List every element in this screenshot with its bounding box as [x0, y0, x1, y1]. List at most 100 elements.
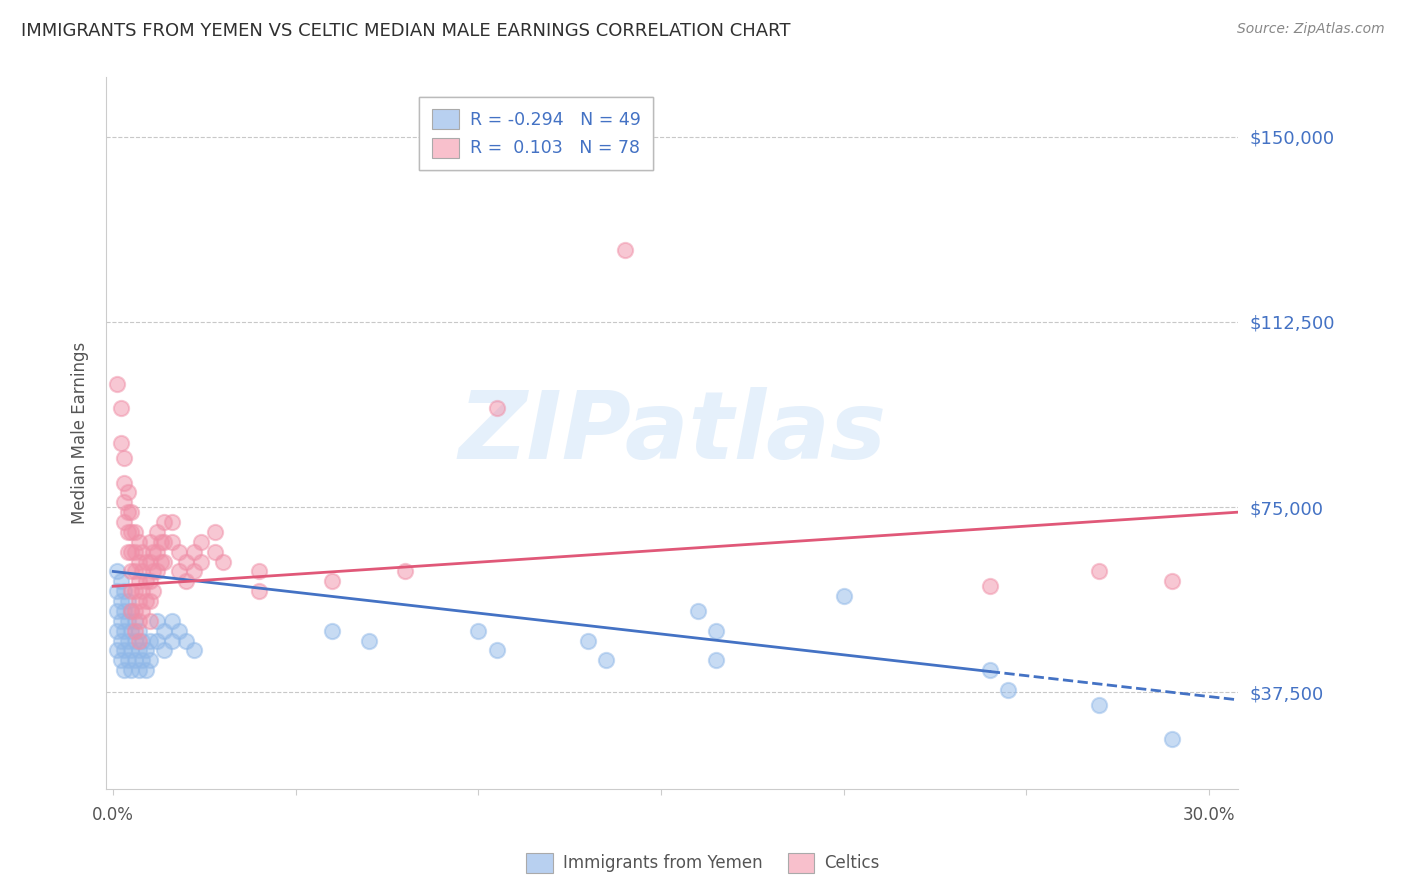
Point — [485, 401, 508, 416]
Point — [142, 565, 165, 579]
Point — [135, 663, 157, 677]
Point — [131, 633, 153, 648]
Point — [135, 594, 157, 608]
Point — [128, 555, 150, 569]
Point — [146, 633, 169, 648]
Point — [138, 555, 160, 569]
Point — [121, 505, 143, 519]
Point — [142, 544, 165, 558]
Point — [124, 544, 146, 558]
Legend: R = -0.294   N = 49, R =  0.103   N = 78: R = -0.294 N = 49, R = 0.103 N = 78 — [419, 97, 652, 169]
Point — [110, 436, 132, 450]
Point — [110, 574, 132, 589]
Point — [485, 643, 508, 657]
Point — [153, 534, 176, 549]
Point — [112, 604, 135, 618]
Point — [121, 604, 143, 618]
Point — [138, 633, 160, 648]
Point — [167, 565, 190, 579]
Point — [190, 534, 212, 549]
Point — [131, 584, 153, 599]
Point — [128, 574, 150, 589]
Point — [117, 633, 139, 648]
Point — [1088, 565, 1111, 579]
Text: 0.0%: 0.0% — [93, 806, 134, 824]
Point — [183, 544, 205, 558]
Point — [110, 633, 132, 648]
Point — [135, 574, 157, 589]
Point — [142, 584, 165, 599]
Point — [1088, 698, 1111, 712]
Point — [146, 614, 169, 628]
Point — [467, 624, 489, 638]
Point — [124, 624, 146, 638]
Point — [613, 244, 636, 258]
Point — [576, 633, 599, 648]
Point — [204, 524, 226, 539]
Point — [1161, 574, 1184, 589]
Point — [138, 614, 160, 628]
Point — [131, 544, 153, 558]
Point — [117, 653, 139, 667]
Point — [321, 574, 343, 589]
Point — [121, 643, 143, 657]
Point — [204, 544, 226, 558]
Point — [247, 565, 270, 579]
Point — [128, 594, 150, 608]
Point — [160, 614, 183, 628]
Point — [138, 574, 160, 589]
Point — [357, 633, 380, 648]
Text: Source: ZipAtlas.com: Source: ZipAtlas.com — [1237, 22, 1385, 37]
Point — [112, 450, 135, 465]
Point — [105, 624, 128, 638]
Point — [174, 574, 197, 589]
Point — [183, 565, 205, 579]
Point — [121, 565, 143, 579]
Point — [153, 624, 176, 638]
Point — [110, 401, 132, 416]
Point — [124, 604, 146, 618]
Point — [117, 594, 139, 608]
Point — [167, 544, 190, 558]
Point — [595, 653, 617, 667]
Y-axis label: Median Male Earnings: Median Male Earnings — [72, 342, 89, 524]
Point — [167, 624, 190, 638]
Point — [117, 524, 139, 539]
Legend: Immigrants from Yemen, Celtics: Immigrants from Yemen, Celtics — [520, 847, 886, 880]
Point — [117, 485, 139, 500]
Point — [160, 515, 183, 529]
Point — [105, 565, 128, 579]
Point — [131, 565, 153, 579]
Point — [112, 643, 135, 657]
Point — [121, 624, 143, 638]
Point — [128, 663, 150, 677]
Point — [121, 524, 143, 539]
Point — [174, 633, 197, 648]
Point — [247, 584, 270, 599]
Point — [128, 534, 150, 549]
Point — [979, 663, 1001, 677]
Point — [704, 624, 727, 638]
Point — [135, 555, 157, 569]
Point — [105, 643, 128, 657]
Point — [124, 524, 146, 539]
Point — [832, 589, 855, 603]
Point — [110, 594, 132, 608]
Point — [153, 515, 176, 529]
Point — [105, 604, 128, 618]
Point — [124, 653, 146, 667]
Point — [1161, 732, 1184, 747]
Point — [105, 584, 128, 599]
Point — [112, 584, 135, 599]
Point — [138, 534, 160, 549]
Point — [124, 633, 146, 648]
Text: 30.0%: 30.0% — [1182, 806, 1236, 824]
Point — [112, 495, 135, 509]
Point — [997, 683, 1019, 698]
Point — [112, 624, 135, 638]
Point — [160, 633, 183, 648]
Point — [121, 584, 143, 599]
Point — [321, 624, 343, 638]
Point — [190, 555, 212, 569]
Point — [131, 653, 153, 667]
